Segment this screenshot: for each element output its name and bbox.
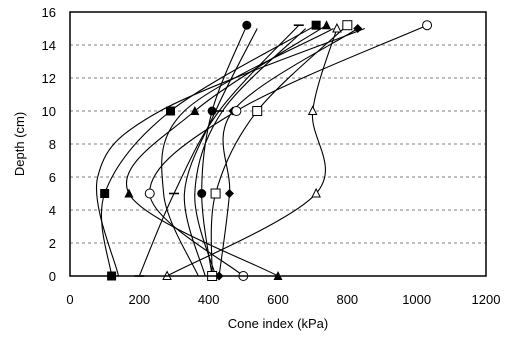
x-tick-label: 1200 [472, 292, 501, 307]
data-point-open-square [342, 20, 353, 31]
plot-frame [69, 11, 487, 277]
data-point-filled-triangle [322, 20, 332, 30]
series-line-12 [96, 27, 365, 277]
series-line-7 [166, 28, 338, 277]
series-line-4 [218, 28, 359, 277]
y-tick-label: 10 [42, 104, 56, 119]
series-line-10 [183, 28, 258, 277]
gridlines [70, 44, 486, 244]
x-tick-labels: 0 200 400 600 800 1000 1200 [66, 292, 500, 307]
y-tick-label: 12 [42, 71, 56, 86]
y-tick-label: 6 [49, 170, 56, 185]
x-tick-label: 1000 [402, 292, 431, 307]
y-tick-label: 16 [42, 5, 56, 20]
data-point-filled-square [311, 20, 321, 30]
data-point-open-circle [231, 106, 242, 116]
y-tick-labels: 0 2 4 6 8 10 12 14 16 [42, 5, 56, 284]
data-point-open-triangle [311, 187, 321, 198]
series-line-2 [100, 24, 317, 277]
series-line-9 [161, 28, 334, 277]
data-point-filled-square [166, 106, 176, 116]
series-lines [96, 24, 428, 277]
series-line-5 [149, 24, 428, 277]
series-line-1 [201, 24, 248, 277]
x-axis-title: Cone index (kPa) [228, 316, 328, 331]
series-line-8 [138, 24, 300, 277]
data-point-filled-diamond [353, 24, 363, 33]
x-tick-label: 400 [198, 292, 220, 307]
data-point-filled-circle [197, 189, 207, 198]
data-point-open-triangle [307, 105, 318, 115]
data-point-filled-circle [207, 106, 217, 116]
y-tick-label: 2 [49, 236, 56, 251]
data-point-open-triangle [332, 22, 342, 33]
y-tick-label: 0 [49, 269, 56, 284]
series-line-6 [210, 24, 348, 277]
x-tick-label: 600 [267, 292, 289, 307]
x-tick-label: 800 [336, 292, 358, 307]
series-line-11 [194, 28, 307, 277]
data-point-filled-triangle [124, 188, 134, 198]
x-tick-label: 0 [66, 292, 73, 307]
data-point-filled-triangle [190, 106, 200, 115]
y-tick-label: 14 [42, 38, 56, 53]
y-tick-label: 4 [49, 203, 56, 218]
data-point-filled-square [100, 189, 110, 198]
data-point-open-square [210, 188, 221, 199]
data-point-filled-circle [242, 20, 252, 30]
series-line-3 [126, 24, 327, 277]
data-point-open-square [252, 106, 263, 116]
y-axis-title: Depth (cm) [12, 112, 27, 176]
data-point-filled-diamond [224, 189, 234, 198]
x-tick-label: 200 [128, 292, 150, 307]
data-point-open-circle [144, 188, 155, 199]
data-point-open-circle [422, 20, 433, 31]
y-tick-label: 8 [49, 137, 56, 152]
